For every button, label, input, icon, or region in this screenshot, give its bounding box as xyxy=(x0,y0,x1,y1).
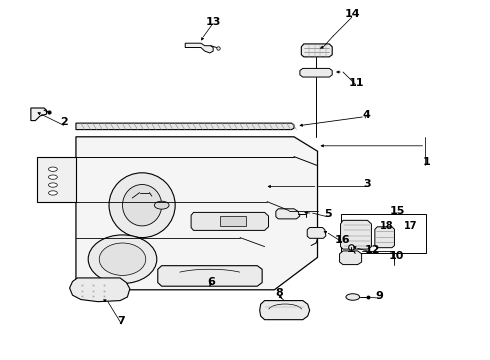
Polygon shape xyxy=(70,278,130,302)
Ellipse shape xyxy=(109,173,175,238)
Polygon shape xyxy=(37,157,76,202)
Polygon shape xyxy=(276,209,300,219)
Text: 3: 3 xyxy=(364,179,371,189)
Ellipse shape xyxy=(154,201,169,209)
Ellipse shape xyxy=(49,175,57,179)
Polygon shape xyxy=(191,212,269,230)
Text: 9: 9 xyxy=(376,291,384,301)
Polygon shape xyxy=(341,220,371,249)
Ellipse shape xyxy=(49,183,57,187)
Ellipse shape xyxy=(346,294,360,300)
Polygon shape xyxy=(300,68,332,77)
Polygon shape xyxy=(185,43,213,53)
Polygon shape xyxy=(158,266,262,286)
Ellipse shape xyxy=(122,185,162,226)
Polygon shape xyxy=(31,108,47,121)
Ellipse shape xyxy=(49,191,57,195)
Text: 13: 13 xyxy=(205,17,221,27)
Polygon shape xyxy=(340,251,362,265)
Text: 4: 4 xyxy=(363,110,370,120)
Ellipse shape xyxy=(88,235,157,284)
Bar xyxy=(220,216,246,226)
Text: 10: 10 xyxy=(388,251,404,261)
Bar xyxy=(341,214,426,253)
Polygon shape xyxy=(76,137,318,290)
Polygon shape xyxy=(260,301,310,320)
Polygon shape xyxy=(307,228,326,238)
Text: 6: 6 xyxy=(208,276,216,287)
Text: 17: 17 xyxy=(404,221,417,231)
Text: 15: 15 xyxy=(389,206,405,216)
Text: 11: 11 xyxy=(349,78,365,88)
Text: 7: 7 xyxy=(118,316,125,326)
Polygon shape xyxy=(76,123,294,130)
Text: 2: 2 xyxy=(60,117,68,127)
Text: 14: 14 xyxy=(345,9,361,19)
Text: 18: 18 xyxy=(380,221,394,231)
Polygon shape xyxy=(375,227,394,248)
Polygon shape xyxy=(301,44,332,57)
Ellipse shape xyxy=(99,243,146,275)
Ellipse shape xyxy=(49,167,57,171)
Text: 16: 16 xyxy=(335,235,351,245)
Text: 5: 5 xyxy=(324,209,332,219)
Text: 8: 8 xyxy=(275,288,283,298)
Text: 12: 12 xyxy=(365,245,380,255)
Text: 1: 1 xyxy=(422,157,430,167)
